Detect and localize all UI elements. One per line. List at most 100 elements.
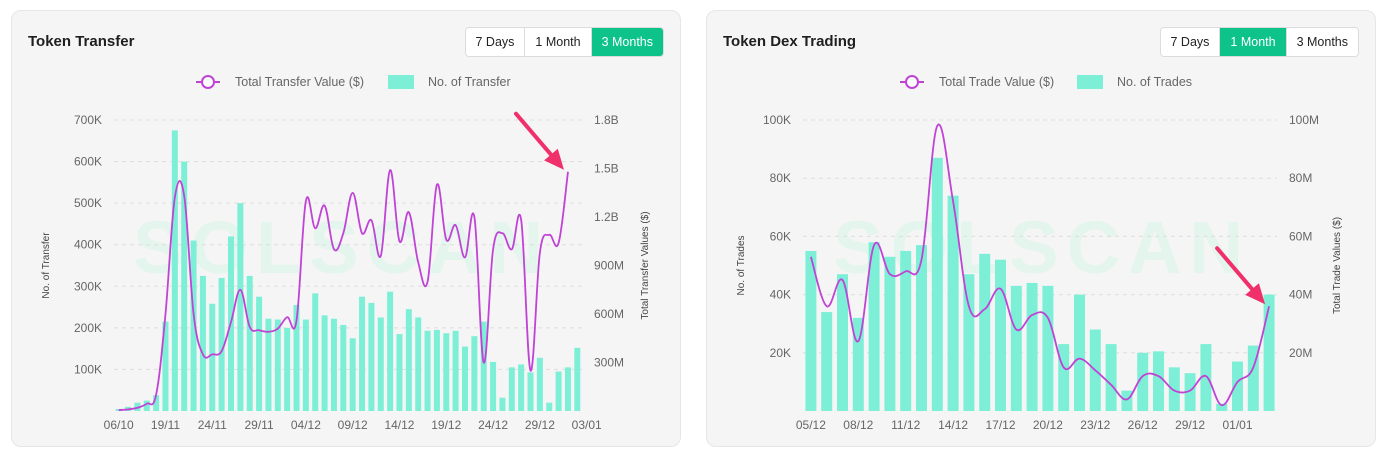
y-tick-label: 80K (770, 171, 791, 185)
y2-tick-label: 600M (594, 307, 624, 321)
legend-line-marker (201, 75, 215, 89)
bar (1010, 285, 1022, 411)
bar (480, 321, 487, 411)
x-tick-label: 24/11 (198, 418, 227, 432)
bar (518, 364, 525, 411)
bar (171, 130, 178, 411)
y-tick-label: 400K (74, 238, 102, 252)
bar (321, 315, 328, 411)
legend-label: Total Transfer Value ($) (235, 75, 364, 89)
dex-trading-chart: SOLSCAN20K40K60K80K100K20M40M60M80M100MN… (736, 75, 1343, 432)
bar (1263, 294, 1275, 411)
bar (1184, 373, 1196, 411)
bar (396, 334, 403, 411)
card-title: Token Transfer (28, 33, 135, 50)
y-tick-label: 100K (763, 113, 791, 127)
x-tick-label: 19/12 (431, 418, 461, 432)
bar (884, 256, 896, 411)
bar (377, 317, 384, 411)
bar (931, 157, 943, 411)
bar (237, 203, 244, 411)
bar (246, 275, 253, 411)
bar (1042, 285, 1054, 411)
legend-label: No. of Transfer (428, 75, 511, 89)
tab-7-days[interactable]: 7 Days (466, 28, 526, 56)
bar (330, 318, 337, 411)
bar (265, 318, 272, 411)
x-tick-label: 29/12 (1175, 418, 1205, 432)
bar (443, 333, 450, 411)
bar (162, 321, 169, 411)
annotation-arrow-shaft (1215, 246, 1255, 292)
bar (293, 304, 300, 411)
token-dex-trading-card: Token Dex Trading 7 Days 1 Month 3 Month… (706, 10, 1376, 447)
bar (527, 372, 534, 411)
y2-axis-title: Total Trade Values ($) (1332, 217, 1343, 314)
bar (979, 253, 991, 411)
bar (1232, 361, 1243, 411)
tab-1-month[interactable]: 1 Month (525, 28, 592, 56)
bar (1168, 367, 1180, 411)
transfer-chart: SOLSCAN100K200K300K400K500K600K700K300M6… (41, 75, 651, 432)
x-tick-label: 23/12 (1080, 418, 1110, 432)
bar (821, 312, 833, 411)
x-tick-label: 20/12 (1033, 418, 1063, 432)
bar (574, 347, 581, 411)
y-tick-label: 40K (770, 288, 791, 302)
bar (256, 296, 263, 411)
bar (868, 242, 880, 411)
y2-tick-label: 900M (594, 259, 624, 273)
x-tick-label: 29/11 (245, 418, 274, 432)
bar (536, 357, 543, 411)
bar (284, 327, 291, 411)
y2-tick-label: 300M (594, 356, 624, 370)
bar (564, 367, 571, 411)
legend-line-marker (905, 75, 919, 89)
tab-3-months[interactable]: 3 Months (1296, 35, 1348, 49)
y2-tick-label: 1.2B (594, 210, 619, 224)
token-transfer-card: Token Transfer 7 Days 1 Month 3 Months S… (11, 10, 681, 447)
x-tick-label: 29/12 (525, 418, 555, 432)
bar (995, 259, 1006, 411)
bar (433, 329, 440, 411)
x-tick-label: 03/01 (572, 418, 602, 432)
annotation-arrow-head (1245, 283, 1266, 305)
bar (424, 330, 431, 411)
y-tick-label: 300K (74, 279, 102, 293)
tab-7-days[interactable]: 7 Days (1161, 28, 1221, 56)
bar (546, 402, 553, 411)
bar (1105, 344, 1117, 411)
y2-tick-label: 1.5B (594, 162, 619, 176)
tab-1-month[interactable]: 1 Month (1220, 28, 1287, 56)
bar (1137, 352, 1149, 411)
bar (1026, 282, 1038, 411)
x-tick-label: 24/12 (478, 418, 508, 432)
y2-tick-label: 40M (1289, 288, 1312, 302)
bar (805, 250, 817, 411)
y-tick-label: 20K (770, 346, 791, 360)
y-tick-label: 600K (74, 155, 102, 169)
bar (490, 361, 497, 411)
bar (837, 274, 848, 411)
bar (452, 330, 459, 411)
value-line (810, 123, 1270, 407)
bar (340, 324, 347, 411)
bar (462, 346, 468, 411)
y-tick-label: 700K (74, 113, 102, 127)
y2-axis-title: Total Transfer Values ($) (640, 211, 651, 319)
bar (508, 367, 515, 411)
tab-3-months[interactable]: 3 Months (591, 28, 663, 56)
bar (312, 293, 319, 411)
x-tick-label: 14/12 (938, 418, 968, 432)
bar (1247, 345, 1259, 411)
bar (1121, 390, 1133, 411)
x-tick-label: 04/12 (291, 418, 321, 432)
annotation-arrow-head (544, 148, 564, 170)
bar (274, 319, 281, 411)
bar (359, 296, 366, 411)
bar (405, 309, 412, 411)
legend-label: No. of Trades (1117, 75, 1192, 89)
y-axis-title: No. of Trades (736, 235, 747, 295)
bar (134, 402, 141, 411)
x-tick-label: 11/12 (891, 418, 920, 432)
